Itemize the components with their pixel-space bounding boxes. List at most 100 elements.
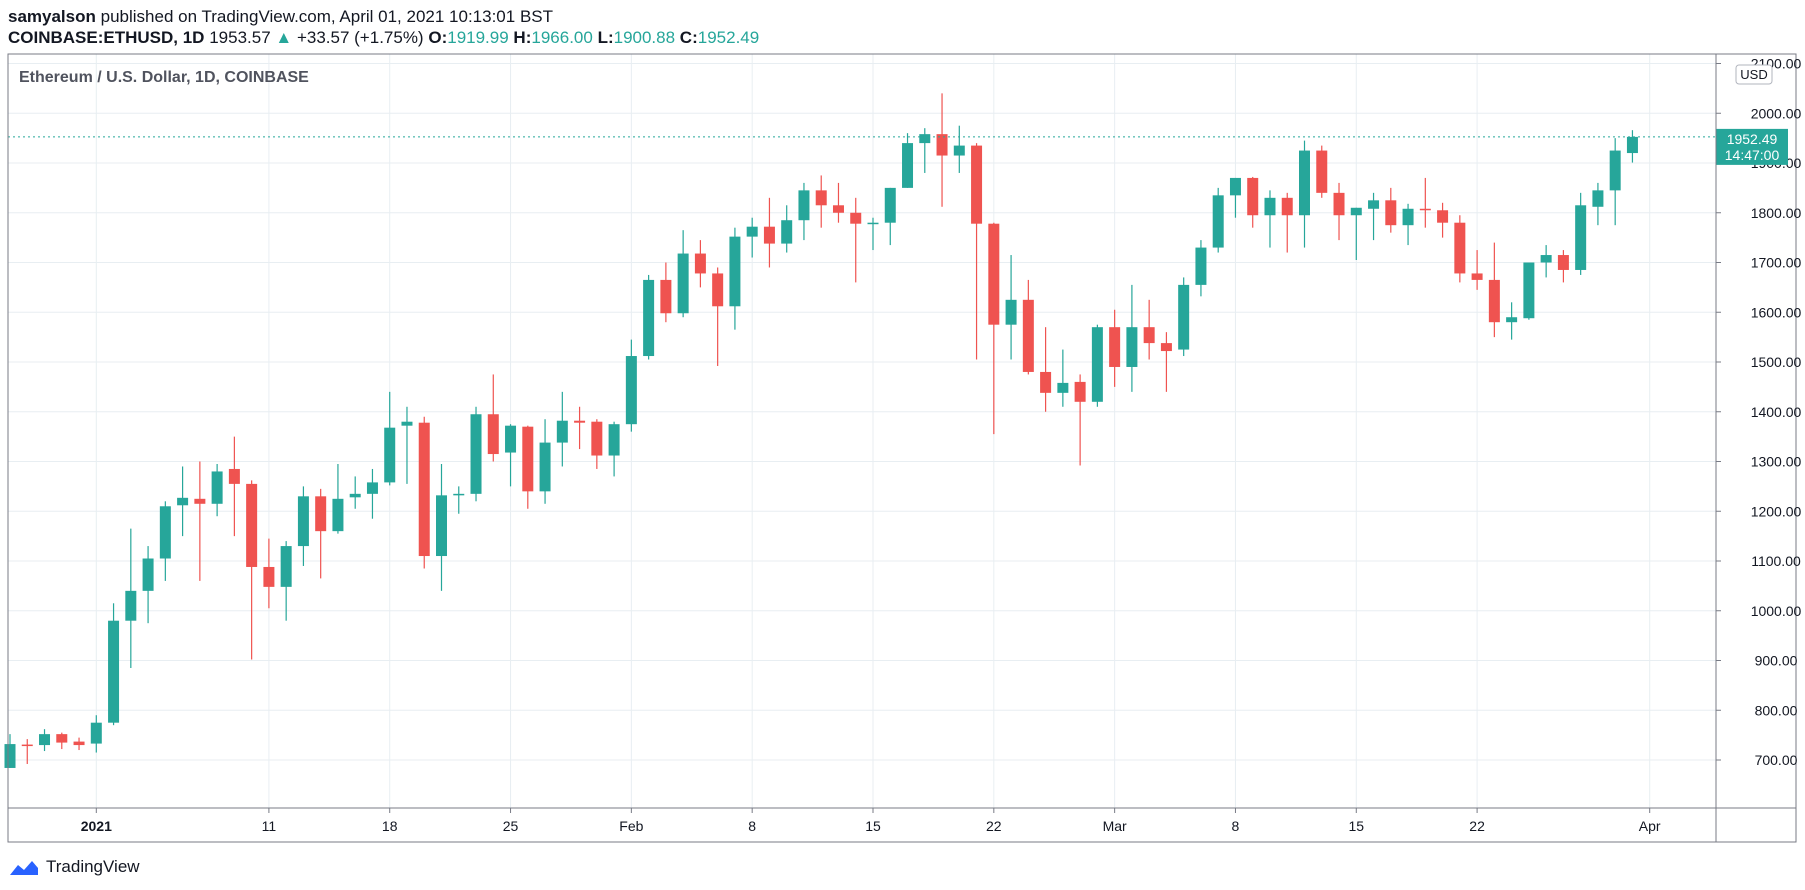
candle-body bbox=[539, 442, 551, 492]
candle-body bbox=[1005, 299, 1017, 325]
candle-body bbox=[1022, 299, 1034, 372]
candle-body bbox=[988, 223, 1000, 325]
up-triangle-icon: ▲ bbox=[275, 28, 293, 47]
candle-body bbox=[1091, 327, 1103, 402]
candle-body bbox=[919, 134, 931, 144]
candle-body bbox=[1402, 208, 1414, 226]
open-value: 1919.99 bbox=[447, 28, 509, 47]
candle-body bbox=[108, 620, 120, 723]
candle-body bbox=[936, 134, 948, 156]
high-label: H: bbox=[513, 28, 532, 47]
candle-body bbox=[297, 496, 309, 547]
candle-body bbox=[56, 734, 68, 743]
time-tick-label: 15 bbox=[865, 818, 881, 834]
cloud-logo-icon bbox=[10, 861, 38, 875]
candle-body bbox=[763, 226, 775, 244]
open-label: O: bbox=[428, 28, 448, 47]
candle-body bbox=[73, 741, 85, 746]
price-tick-label: 2000.00 bbox=[1751, 105, 1802, 121]
published-text: published on TradingView.com, April 01, … bbox=[100, 7, 554, 26]
high-value: 1966.00 bbox=[531, 28, 593, 47]
candle-body bbox=[556, 420, 568, 443]
time-axis[interactable]: 2021 11 18 25 Feb 8 15 22 Mar 8 15 22 Apr bbox=[81, 808, 1661, 834]
candle-body bbox=[902, 143, 914, 188]
candle-body bbox=[1229, 177, 1241, 196]
candle-body bbox=[1592, 190, 1604, 207]
candle-body bbox=[487, 414, 499, 455]
candle-body bbox=[401, 421, 413, 426]
candle-body bbox=[1212, 195, 1224, 248]
close-label: C: bbox=[679, 28, 698, 47]
candle-body bbox=[1626, 136, 1638, 154]
price-tick-label: 1800.00 bbox=[1751, 205, 1802, 221]
candle-body bbox=[246, 483, 258, 567]
candle-body bbox=[1040, 371, 1052, 393]
candle-body bbox=[436, 495, 447, 557]
candle-body bbox=[1126, 327, 1138, 367]
candle-body bbox=[522, 426, 534, 492]
close-value: 1952.49 bbox=[697, 28, 760, 47]
candle-body bbox=[1488, 279, 1500, 323]
candle-body bbox=[850, 212, 862, 224]
candle-body bbox=[1074, 381, 1086, 402]
candle-body bbox=[125, 590, 137, 621]
candle-body bbox=[418, 422, 430, 557]
candle-body bbox=[746, 226, 758, 237]
price-tick-label: 1100.00 bbox=[1751, 553, 1801, 569]
candle-body bbox=[1419, 208, 1431, 211]
author-name[interactable]: samyalson bbox=[8, 7, 96, 26]
time-tick-label: 18 bbox=[382, 818, 398, 834]
last-price: 1953.57 bbox=[209, 28, 271, 47]
time-tick-label: 22 bbox=[986, 818, 1002, 834]
candle-body bbox=[228, 468, 240, 484]
candle-body bbox=[1247, 177, 1259, 216]
candle-body bbox=[142, 558, 154, 591]
candle-body bbox=[832, 205, 844, 213]
plot-frame bbox=[7, 53, 1797, 843]
bar-countdown: 14:47:00 bbox=[1725, 147, 1780, 163]
candle-body bbox=[1575, 205, 1587, 270]
candle-body bbox=[21, 744, 33, 747]
candle-body bbox=[1368, 200, 1380, 209]
candle-body bbox=[1333, 192, 1345, 216]
logo-text: TradingView bbox=[46, 857, 140, 876]
candle-body bbox=[280, 546, 292, 587]
price-tick-label: 800.00 bbox=[1755, 702, 1798, 718]
candle-body bbox=[159, 506, 171, 559]
candle-body bbox=[798, 190, 810, 221]
candle-body bbox=[1609, 150, 1621, 191]
candle-body bbox=[591, 421, 603, 456]
candle-body bbox=[1385, 200, 1397, 226]
candle-body bbox=[177, 497, 189, 506]
price-tick-label: 1300.00 bbox=[1751, 454, 1802, 470]
candle-body bbox=[1264, 197, 1276, 216]
candle-body bbox=[194, 498, 206, 504]
candle-body bbox=[366, 482, 378, 494]
candle-body bbox=[953, 145, 965, 156]
time-tick-label: 25 bbox=[503, 818, 519, 834]
candle-body bbox=[781, 220, 793, 244]
candle-body bbox=[211, 471, 223, 504]
current-price-value: 1952.49 bbox=[1727, 131, 1778, 147]
symbol-label: COINBASE:ETHUSD, 1D bbox=[8, 28, 205, 47]
price-tick-label: 1600.00 bbox=[1751, 304, 1802, 320]
candle-body bbox=[1454, 222, 1466, 274]
price-tick-label: 1200.00 bbox=[1751, 503, 1802, 519]
candle-body bbox=[712, 273, 724, 307]
price-axis[interactable]: 700.00 800.00 900.00 1000.00 1100.00 1200.00 1… bbox=[1716, 56, 1802, 769]
tradingview-logo[interactable]: TradingView bbox=[8, 855, 140, 879]
currency-badge[interactable]: USD bbox=[1735, 64, 1773, 85]
grid-lines bbox=[8, 54, 1716, 808]
price-tick-label: 1500.00 bbox=[1751, 354, 1802, 370]
candle-body bbox=[884, 187, 896, 223]
candle-body bbox=[332, 498, 344, 532]
price-tick-label: 700.00 bbox=[1755, 752, 1798, 768]
candle-body bbox=[1540, 255, 1552, 263]
publish-info: samyalson published on TradingView.com, … bbox=[8, 6, 553, 28]
price-tick-label: 1700.00 bbox=[1751, 255, 1802, 271]
current-price-tag: 1952.49 14:47:00 bbox=[1716, 128, 1788, 165]
time-tick-label: Apr bbox=[1639, 818, 1661, 834]
price-change: +33.57 (+1.75%) bbox=[296, 28, 424, 47]
candle-body bbox=[1143, 327, 1155, 344]
